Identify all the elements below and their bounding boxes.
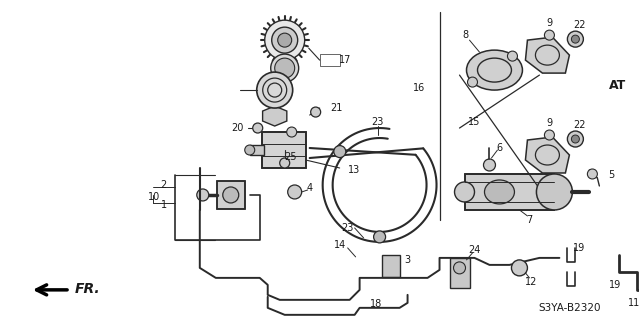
Text: 15: 15: [467, 117, 480, 127]
Bar: [319, 54, 340, 66]
Text: 24: 24: [468, 245, 481, 255]
Bar: [465, 174, 554, 210]
Text: 17: 17: [339, 55, 352, 65]
Text: 12: 12: [525, 277, 538, 287]
Text: 25: 25: [285, 152, 297, 162]
Circle shape: [467, 77, 477, 87]
Text: 19: 19: [609, 280, 621, 290]
Bar: [449, 258, 470, 288]
Circle shape: [545, 30, 554, 40]
Bar: [465, 174, 554, 210]
Text: 23: 23: [371, 117, 384, 127]
Bar: [262, 132, 306, 168]
Circle shape: [545, 130, 554, 140]
Circle shape: [265, 20, 305, 60]
Text: 21: 21: [330, 103, 343, 113]
Circle shape: [223, 187, 239, 203]
Circle shape: [288, 185, 301, 199]
Text: 7: 7: [526, 215, 532, 225]
Bar: [217, 181, 244, 209]
Circle shape: [568, 31, 584, 47]
Text: 23: 23: [342, 223, 354, 233]
Ellipse shape: [484, 180, 515, 204]
Text: 8: 8: [463, 30, 468, 40]
Circle shape: [253, 123, 263, 133]
Circle shape: [568, 131, 584, 147]
Circle shape: [454, 262, 465, 274]
Text: 5: 5: [608, 170, 614, 180]
Circle shape: [244, 145, 255, 155]
Text: 9: 9: [547, 18, 552, 28]
Circle shape: [572, 35, 579, 43]
Bar: [381, 255, 399, 277]
Bar: [262, 132, 306, 168]
Circle shape: [257, 72, 292, 108]
Text: 13: 13: [348, 165, 360, 175]
Circle shape: [196, 189, 209, 201]
Circle shape: [588, 169, 597, 179]
Text: 19: 19: [573, 243, 586, 253]
Text: FR.: FR.: [75, 282, 100, 296]
Ellipse shape: [467, 50, 522, 90]
Polygon shape: [262, 106, 287, 126]
Circle shape: [275, 58, 294, 78]
Text: 16: 16: [413, 83, 426, 93]
Text: 2: 2: [161, 180, 167, 190]
Circle shape: [272, 27, 298, 53]
Circle shape: [511, 260, 527, 276]
Polygon shape: [525, 37, 570, 73]
Text: 4: 4: [307, 183, 313, 193]
Bar: [217, 181, 244, 209]
Text: 14: 14: [333, 240, 346, 250]
Text: 3: 3: [404, 255, 411, 265]
Circle shape: [483, 159, 495, 171]
Text: 20: 20: [232, 123, 244, 133]
Circle shape: [278, 33, 292, 47]
Text: S3YA-B2320: S3YA-B2320: [538, 303, 601, 313]
Text: 9: 9: [547, 118, 552, 128]
Text: 6: 6: [497, 143, 502, 153]
Circle shape: [536, 174, 572, 210]
Circle shape: [280, 158, 290, 168]
Bar: [250, 145, 264, 155]
Circle shape: [374, 231, 385, 243]
Text: AT: AT: [609, 78, 626, 92]
Circle shape: [572, 135, 579, 143]
Circle shape: [454, 182, 474, 202]
Polygon shape: [525, 137, 570, 173]
Text: 18: 18: [370, 299, 382, 309]
Text: 22: 22: [573, 20, 586, 30]
Text: 11: 11: [628, 298, 640, 308]
Text: 10: 10: [148, 192, 160, 202]
Circle shape: [287, 127, 297, 137]
Text: 22: 22: [573, 120, 586, 130]
Circle shape: [271, 54, 299, 82]
Circle shape: [508, 51, 518, 61]
Circle shape: [334, 145, 346, 158]
Circle shape: [310, 107, 321, 117]
Text: 1: 1: [161, 200, 167, 210]
